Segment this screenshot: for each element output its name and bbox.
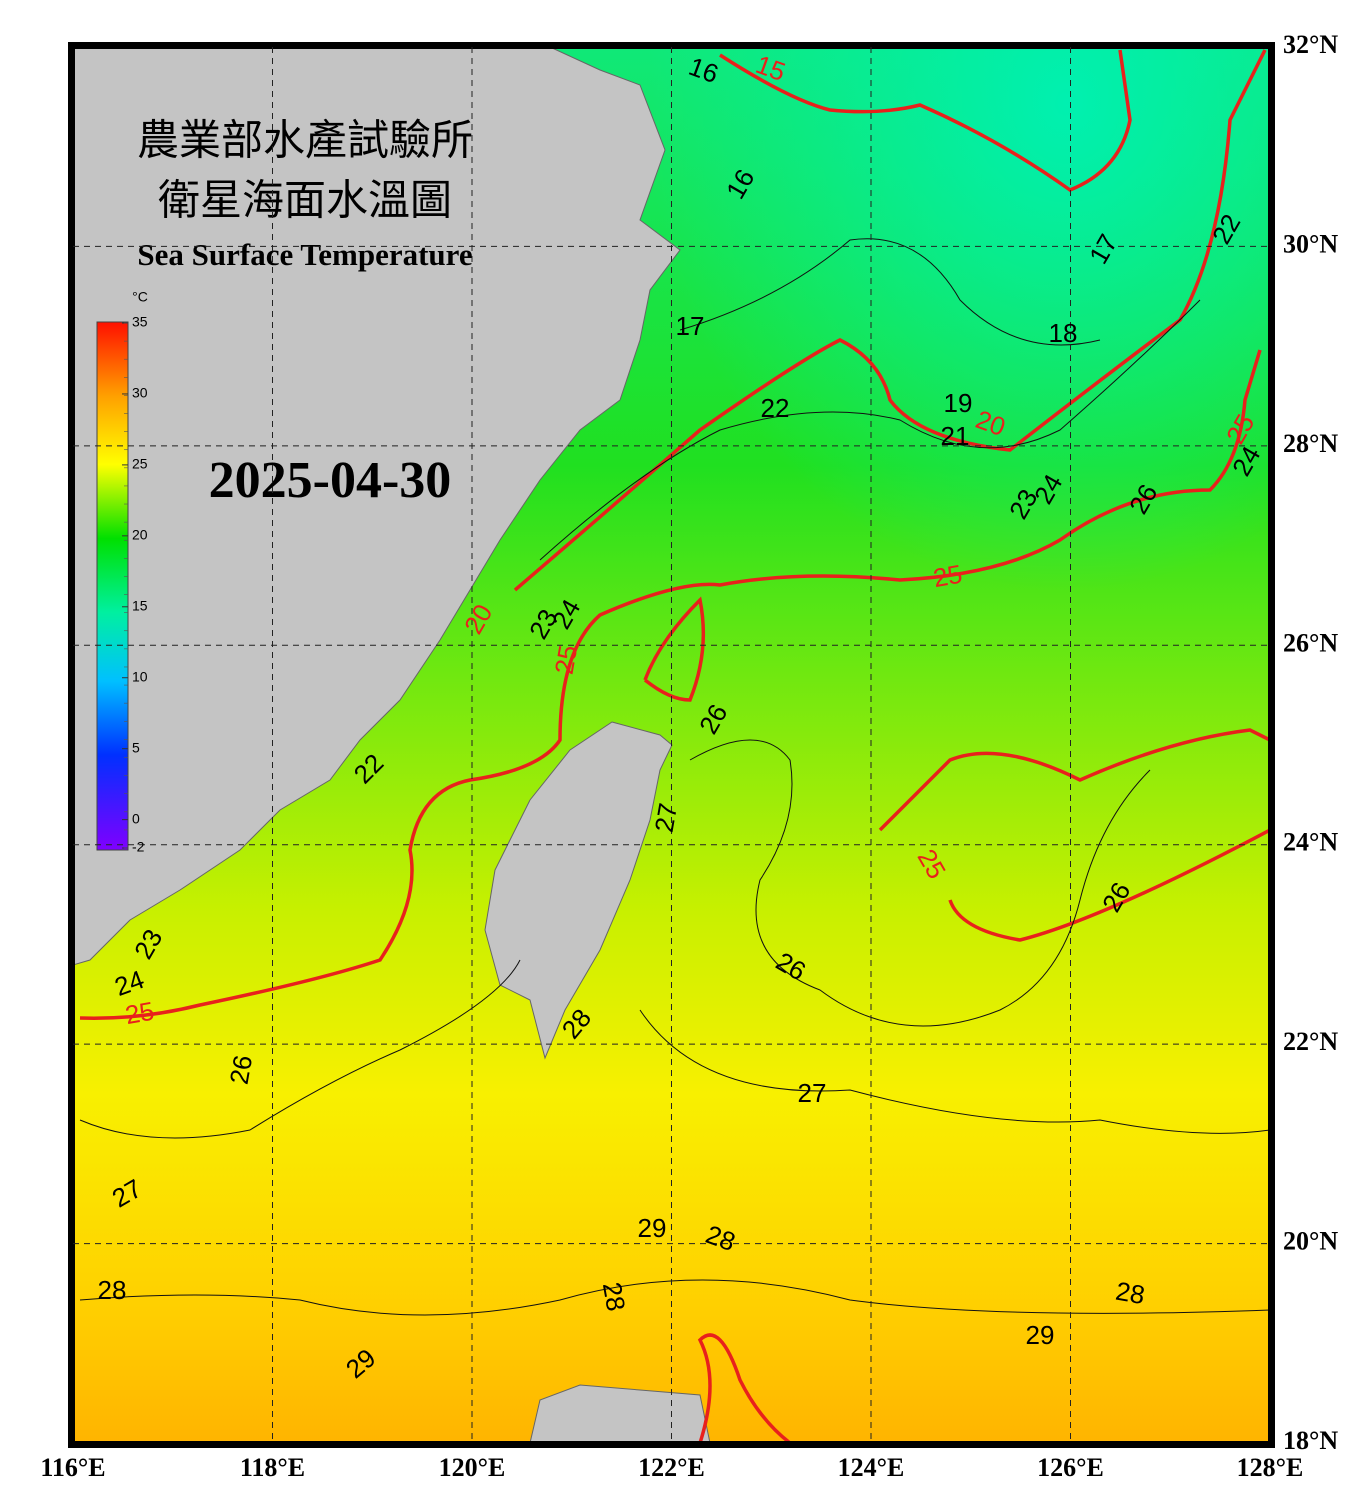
isotherm [539, 299, 1201, 561]
y-tick-label: 30°N [1283, 229, 1338, 258]
contour-label: 27 [798, 1078, 827, 1108]
contour-label: 29 [1026, 1320, 1055, 1350]
x-tick-label: 128°E [1237, 1453, 1304, 1482]
x-tick-label: 122°E [638, 1453, 705, 1482]
colorbar [96, 321, 129, 851]
colorbar-tick-label: 5 [132, 739, 140, 755]
major-isotherms [79, 49, 1270, 1443]
contour-label: 19 [944, 388, 973, 418]
contour-label: 25 [549, 643, 584, 677]
colorbar-tick-label: 35 [132, 314, 148, 330]
contour-label: 22 [761, 393, 790, 423]
y-tick-label: 32°N [1283, 30, 1338, 59]
y-tick-label: 28°N [1283, 429, 1338, 458]
contour-label: 28 [98, 1275, 127, 1305]
date: 2025-04-30 [209, 452, 452, 509]
isotherm [79, 349, 1262, 1020]
x-tick-label: 118°E [240, 1453, 305, 1482]
colorbar-tick-label: 25 [132, 456, 148, 472]
colorbar-tick-label: 10 [132, 668, 148, 684]
colorbar-tick-label: 0 [132, 810, 140, 826]
contour-label: 21 [941, 421, 970, 451]
taiwan [484, 721, 673, 1060]
map-frame [68, 42, 1275, 1448]
isotherm [639, 1009, 1270, 1134]
isotherm [79, 959, 521, 1139]
y-tick-label: 22°N [1283, 1027, 1338, 1056]
colorbar-unit: °C [132, 289, 148, 305]
contour-label: 18 [1049, 318, 1078, 348]
y-tick-label: 20°N [1283, 1227, 1338, 1256]
isotherm [513, 49, 1267, 592]
contour-label: 28 [597, 1280, 632, 1314]
isotherm [689, 739, 1151, 1027]
isotherm [719, 49, 1132, 192]
x-tick-label: 116°E [40, 1453, 105, 1482]
isotherm [878, 728, 1270, 942]
y-tick-label: 18°N [1283, 1426, 1338, 1455]
contour-label: 28 [1114, 1276, 1148, 1311]
x-tick-label: 120°E [439, 1453, 506, 1482]
x-tick-label: 124°E [838, 1453, 905, 1482]
contour-label: 25 [931, 559, 965, 594]
isotherm [79, 1279, 1270, 1316]
isotherm [697, 1333, 792, 1443]
contour-label: 26 [224, 1053, 259, 1087]
colorbar-tick-label: -2 [132, 839, 145, 855]
contour-label: 27 [649, 801, 684, 835]
y-tick-label: 24°N [1283, 828, 1338, 857]
x-tick-label: 126°E [1037, 1453, 1104, 1482]
colorbar-tick-label: 20 [132, 527, 148, 543]
isotherm [643, 596, 706, 702]
contour-label: 29 [638, 1213, 667, 1243]
minor-isotherms [79, 238, 1270, 1316]
contour-label: 17 [676, 311, 705, 341]
title-zh-2: 衛星海面水溫圖 [158, 179, 452, 225]
china-coast [73, 47, 681, 966]
contour-label: 25 [123, 996, 157, 1031]
y-tick-label: 26°N [1283, 628, 1338, 657]
title-zh-1: 農業部水產試驗所 [137, 118, 473, 165]
colorbar-tick-label: 15 [132, 597, 148, 613]
luzon [529, 1384, 711, 1443]
isotherm [679, 238, 1101, 346]
title-en: Sea Surface Temperature [137, 237, 472, 272]
colorbar-tick-label: 30 [132, 385, 148, 401]
